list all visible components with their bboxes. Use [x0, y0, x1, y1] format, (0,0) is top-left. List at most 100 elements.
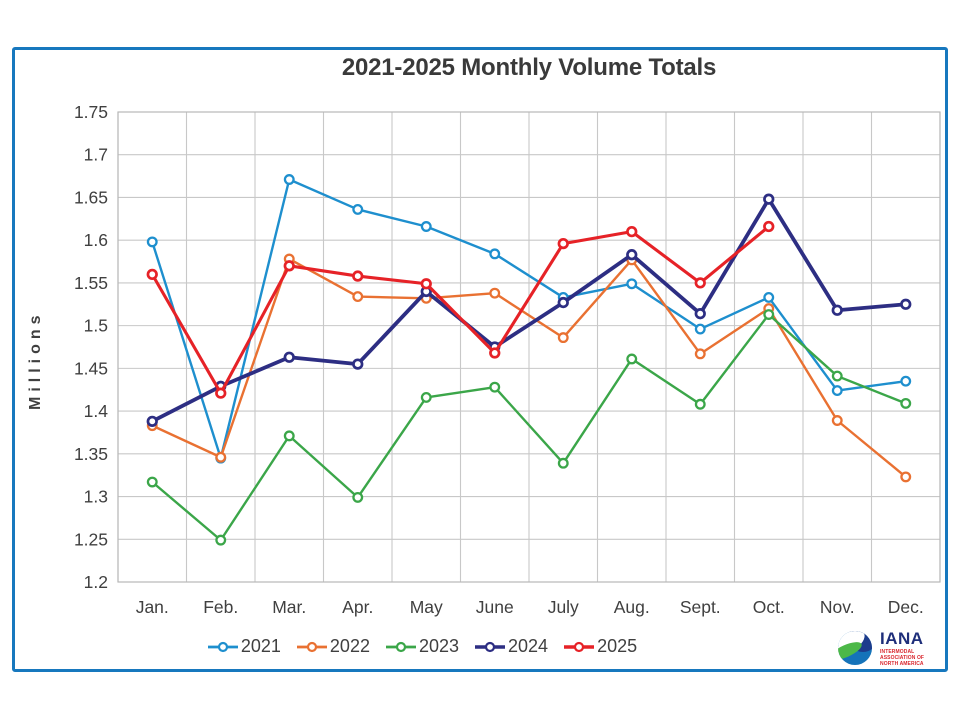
data-point-2025-Feb. [215, 387, 227, 399]
iana-globe-icon [838, 631, 872, 665]
y-tick-label: 1.2 [84, 572, 108, 592]
legend-item-2023: 2023 [385, 636, 459, 657]
data-point-2024-Dec. [900, 298, 912, 310]
x-tick-label: Mar. [272, 597, 306, 617]
data-point-2024-Sept. [694, 308, 706, 320]
data-point-2025-Oct. [763, 220, 775, 233]
data-point-2025-Jan. [146, 268, 158, 281]
y-tick-label: 1.5 [84, 316, 108, 336]
x-tick-label: Jan. [136, 597, 169, 617]
series-line-2025 [150, 224, 771, 395]
data-point-2021-Aug. [626, 278, 638, 290]
chart-title: 2021-2025 Monthly Volume Totals [341, 54, 717, 81]
data-point-2023-Feb. [215, 534, 227, 546]
data-point-2021-Dec. [900, 375, 912, 387]
data-point-2024-July [557, 296, 569, 309]
data-point-2022-Feb. [215, 451, 227, 463]
legend-label: 2022 [329, 636, 370, 656]
x-tick-label: Oct. [753, 597, 785, 617]
x-tick-label: Feb. [203, 597, 238, 617]
data-point-2023-May [420, 391, 432, 403]
data-point-2021-Oct. [763, 291, 775, 303]
data-point-2023-Oct. [763, 309, 775, 320]
series-line-2023 [151, 313, 907, 542]
data-point-2025-July [557, 237, 569, 250]
y-tick-label: 1.3 [84, 487, 108, 507]
legend-marker-icon [385, 641, 416, 652]
x-tick-label: June [476, 597, 514, 617]
data-point-2022-July [557, 332, 569, 344]
x-tick-label: May [410, 597, 443, 617]
data-point-2022-Apr. [352, 291, 364, 303]
iana-logo-text-block: IANA INTERMODAL ASSOCIATION OF NORTH AME… [880, 630, 942, 667]
data-point-2021-June [489, 248, 501, 260]
data-point-2024-Nov. [831, 304, 843, 316]
data-point-2024-Mar. [283, 351, 295, 363]
iana-logo-tagline: INTERMODAL ASSOCIATION OF NORTH AMERICA [880, 648, 925, 667]
legend-item-2025: 2025 [563, 636, 637, 657]
x-tick-label: July [548, 597, 579, 617]
y-tick-label: 1.6 [84, 230, 108, 250]
y-tick-label: 1.75 [74, 102, 108, 122]
data-point-2025-Aug. [626, 225, 638, 238]
x-tick-label: Dec. [888, 597, 924, 617]
y-tick-label: 1.35 [74, 444, 108, 464]
series-line-2021 [151, 178, 907, 460]
y-tick-label: 1.7 [84, 145, 108, 165]
y-tick-label: 1.65 [74, 187, 108, 207]
data-point-2021-May [420, 221, 432, 232]
iana-logo-name: IANA [880, 628, 924, 648]
y-tick-label: 1.55 [74, 273, 108, 293]
data-point-2022-June [489, 287, 501, 299]
legend-item-2024: 2024 [474, 636, 548, 657]
data-point-2021-Sept. [694, 323, 706, 335]
data-point-2021-Jan. [146, 236, 158, 248]
y-tick-label: 1.4 [84, 401, 109, 421]
data-point-2023-Aug. [626, 353, 638, 365]
legend-marker-icon [564, 641, 595, 652]
legend-item-2022: 2022 [296, 636, 370, 657]
legend-item-2021: 2021 [207, 636, 281, 657]
series-line-2024 [150, 197, 908, 424]
data-point-2021-Mar. [283, 174, 295, 185]
legend-marker-icon [475, 641, 506, 652]
x-tick-label: Apr. [342, 597, 373, 617]
x-tick-label: Aug. [614, 597, 650, 617]
legend-label: 2025 [597, 636, 638, 656]
data-point-2025-Apr. [352, 270, 364, 282]
data-point-2025-May [420, 278, 432, 290]
data-point-2023-Nov. [831, 370, 843, 382]
data-point-2024-Apr. [352, 358, 364, 370]
legend-label: 2023 [418, 636, 460, 656]
series-line-2022 [151, 257, 907, 479]
legend-label: 2024 [508, 636, 549, 656]
chart-legend: 2021 2022 2023 2024 2025 [12, 636, 832, 657]
iana-logo: IANA INTERMODAL ASSOCIATION OF NORTH AME… [835, 628, 942, 668]
data-point-2025-Sept. [694, 277, 706, 289]
plot-border [117, 111, 941, 583]
data-point-2024-Oct. [763, 193, 775, 205]
data-point-2022-Nov. [831, 415, 843, 426]
legend-marker-icon [296, 641, 327, 652]
data-point-2023-Mar. [283, 430, 295, 442]
data-point-2022-Dec. [900, 471, 912, 483]
data-point-2024-Jan. [146, 415, 158, 427]
data-point-2023-June [489, 381, 501, 393]
data-point-2024-Aug. [626, 249, 638, 261]
data-point-2023-Dec. [900, 397, 912, 409]
y-tick-label: 1.45 [74, 358, 108, 378]
data-point-2023-Sept. [694, 398, 706, 410]
legend-marker-icon [207, 641, 238, 652]
legend-label: 2021 [240, 636, 281, 656]
y-tick-label: 1.25 [74, 529, 108, 549]
data-point-2023-Apr. [352, 491, 364, 503]
data-point-2021-Nov. [831, 385, 843, 397]
x-tick-label: Sept. [680, 597, 721, 617]
data-point-2025-Mar. [283, 260, 295, 272]
chart-frame [12, 47, 948, 672]
data-point-2023-July [557, 457, 569, 469]
data-point-2021-Apr. [352, 203, 364, 215]
data-point-2025-June [489, 347, 501, 359]
